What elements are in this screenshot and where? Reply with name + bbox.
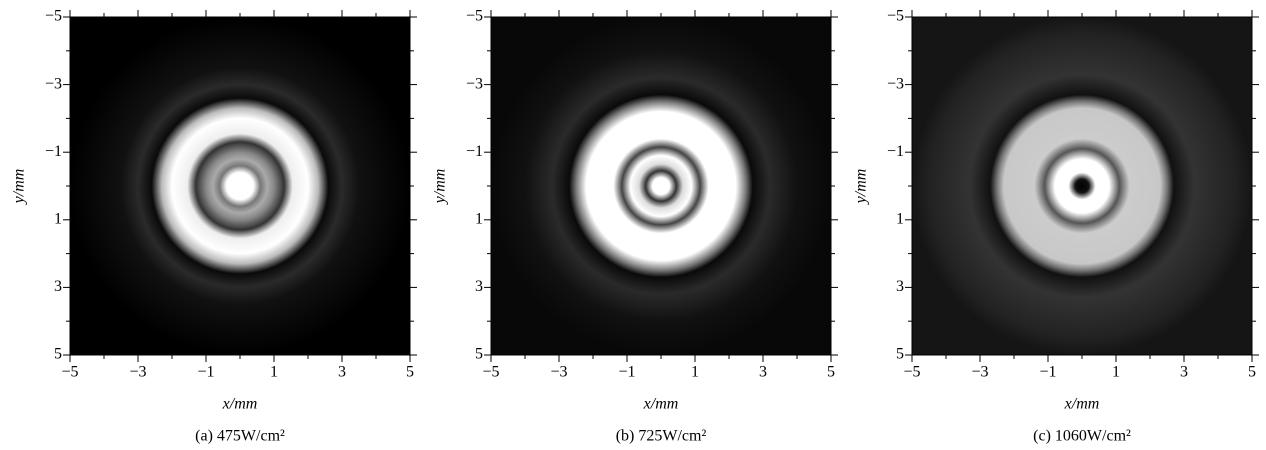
y-tick-label: 3 bbox=[896, 278, 904, 295]
x-axis-label: x/mm bbox=[222, 396, 258, 413]
x-tick-label: 5 bbox=[827, 364, 835, 381]
y-tick-label: −1 bbox=[466, 143, 483, 160]
x-tick-label: −3 bbox=[129, 364, 146, 381]
x-tick-label: 1 bbox=[1112, 364, 1120, 381]
x-tick-label: 3 bbox=[1180, 364, 1188, 381]
x-tick-label: −1 bbox=[618, 364, 635, 381]
intensity-image bbox=[912, 17, 1252, 355]
x-tick-label: −5 bbox=[61, 364, 78, 381]
caption: (a) 475W/cm² bbox=[195, 428, 285, 445]
x-axis-label: x/mm bbox=[643, 396, 679, 413]
y-tick-label: −3 bbox=[466, 75, 483, 92]
y-axis-label: y/mm bbox=[432, 169, 449, 206]
y-tick-label: −5 bbox=[887, 8, 904, 25]
x-tick-label: 1 bbox=[270, 364, 278, 381]
y-tick-label: 3 bbox=[54, 278, 62, 295]
x-tick-label: −1 bbox=[1039, 364, 1056, 381]
x-tick-label: −3 bbox=[550, 364, 567, 381]
intensity-image bbox=[70, 17, 410, 355]
y-tick-label: −1 bbox=[887, 143, 904, 160]
x-tick-label: 1 bbox=[691, 364, 699, 381]
y-tick-label: 3 bbox=[475, 278, 483, 295]
x-tick-label: −5 bbox=[482, 364, 499, 381]
x-axis-label: x/mm bbox=[1064, 396, 1100, 413]
x-tick-label: 3 bbox=[759, 364, 767, 381]
y-axis-label: y/mm bbox=[853, 169, 870, 206]
y-tick-label: −5 bbox=[45, 8, 62, 25]
x-tick-label: −3 bbox=[971, 364, 988, 381]
y-tick-label: −5 bbox=[466, 8, 483, 25]
x-tick-label: −5 bbox=[903, 364, 920, 381]
y-tick-label: −3 bbox=[887, 75, 904, 92]
intensity-image bbox=[491, 17, 831, 355]
x-tick-label: 3 bbox=[338, 364, 346, 381]
caption: (c) 1060W/cm² bbox=[1033, 428, 1131, 445]
y-tick-label: −1 bbox=[45, 143, 62, 160]
y-tick-label: 5 bbox=[475, 346, 483, 363]
y-tick-label: 1 bbox=[54, 210, 62, 227]
caption: (b) 725W/cm² bbox=[616, 428, 707, 445]
x-tick-label: 5 bbox=[1248, 364, 1256, 381]
x-tick-label: 5 bbox=[406, 364, 414, 381]
y-tick-label: −3 bbox=[45, 75, 62, 92]
y-tick-label: 5 bbox=[896, 346, 904, 363]
y-tick-label: 5 bbox=[54, 346, 62, 363]
x-tick-label: −1 bbox=[197, 364, 214, 381]
y-axis-label: y/mm bbox=[11, 169, 28, 206]
y-tick-label: 1 bbox=[475, 210, 483, 227]
y-tick-label: 1 bbox=[896, 210, 904, 227]
